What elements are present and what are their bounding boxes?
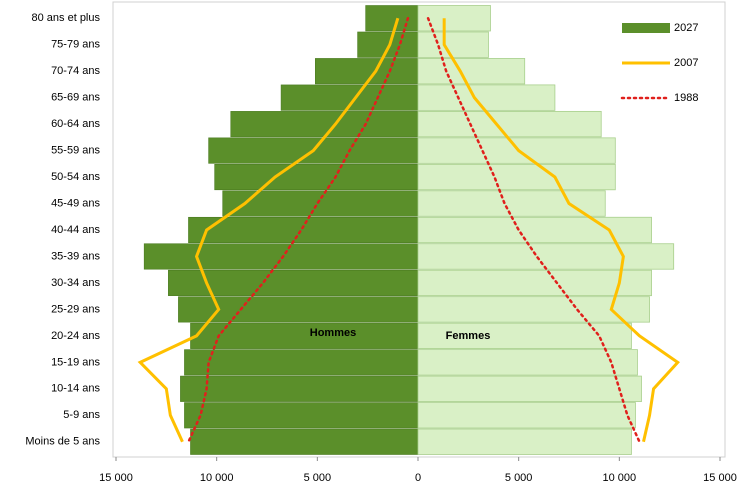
bar-men (180, 375, 419, 402)
y-tick-label: 60-64 ans (51, 118, 100, 130)
bar-women (417, 110, 602, 138)
legend-label: 2007 (674, 57, 698, 69)
bar-women (417, 269, 652, 297)
legend-label: 1988 (674, 92, 698, 104)
y-tick-label: 20-24 ans (51, 330, 100, 342)
y-tick-label: 45-49 ans (51, 197, 100, 209)
x-tick-label: 10 000 (603, 472, 637, 484)
bar-women (417, 349, 638, 376)
y-tick-label: 75-79 ans (51, 39, 100, 51)
line-women (442, 18, 680, 443)
line-women (426, 16, 641, 444)
bar-women (417, 31, 489, 58)
y-tick-label: 40-44 ans (51, 224, 100, 236)
bar-women (417, 402, 636, 429)
bar-men (214, 164, 419, 191)
y-tick-label: 80 ans et plus (32, 12, 101, 24)
bar-men (190, 322, 419, 349)
x-tick-label: 5 000 (304, 472, 332, 484)
bar-men (143, 243, 419, 270)
bar-men (184, 402, 419, 429)
x-tick-label: 10 000 (200, 472, 234, 484)
bar-women (417, 216, 652, 244)
bar-women (417, 243, 675, 270)
bar-men (357, 31, 419, 58)
bar-men (230, 111, 419, 138)
bar-men (222, 190, 419, 217)
y-tick-label: 70-74 ans (51, 65, 100, 77)
bar-men (184, 349, 419, 376)
bar-women (417, 84, 556, 111)
bar-men (188, 216, 419, 244)
men-label: Hommes (310, 327, 356, 339)
y-tick-label: 65-69 ans (51, 92, 100, 104)
x-tick-label: 15 000 (703, 472, 737, 484)
y-tick-label: 50-54 ans (51, 171, 100, 183)
line-men (137, 17, 400, 443)
bar-men (365, 5, 419, 32)
y-tick-label: 35-39 ans (51, 250, 100, 262)
y-tick-label: 5-9 ans (63, 409, 100, 421)
bar-women (417, 58, 526, 85)
bar-women (417, 296, 650, 323)
legend-label: 2027 (674, 22, 698, 34)
bar-women (417, 137, 616, 164)
bar-men (315, 58, 419, 85)
bar-women (417, 375, 642, 402)
line-men (187, 16, 410, 444)
bar-women (417, 428, 632, 455)
y-tick-label: 30-34 ans (51, 277, 100, 289)
bar-men (190, 428, 419, 455)
bar-women (417, 322, 632, 350)
women-label: Femmes (446, 330, 491, 342)
x-tick-label: 5 000 (505, 472, 533, 484)
y-tick-label: 15-19 ans (51, 356, 100, 368)
y-tick-label: 25-29 ans (51, 303, 100, 315)
legend-swatch (622, 23, 670, 33)
x-tick-label: 0 (415, 472, 421, 484)
y-tick-label: Moins de 5 ans (25, 436, 100, 448)
x-tick-label: 15 000 (99, 472, 133, 484)
bar-women (417, 163, 616, 191)
y-tick-label: 55-59 ans (51, 144, 100, 156)
bar-women (417, 5, 491, 32)
y-tick-label: 10-14 ans (51, 383, 100, 395)
bar-women (417, 190, 606, 217)
